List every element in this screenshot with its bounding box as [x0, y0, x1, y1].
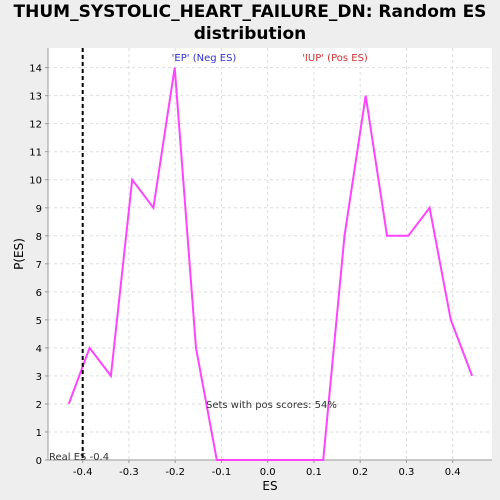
y-tick-label: 7 [36, 260, 42, 271]
y-axis-label: P(ES) [12, 238, 26, 270]
chart-title: THUM_SYSTOLIC_HEART_FAILURE_DN: Random E… [0, 0, 500, 45]
y-tick-label: 12 [29, 120, 42, 131]
plot-area [48, 48, 492, 460]
y-tick-label: 4 [36, 344, 42, 355]
y-tick-label: 9 [36, 204, 42, 215]
x-axis-label: ES [262, 479, 277, 493]
annotation-neg-es: 'EP' (Neg ES) [172, 53, 237, 64]
x-tick-label: 0.3 [398, 467, 414, 478]
series-layer [67, 67, 474, 461]
y-tick-label: 2 [36, 400, 42, 411]
x-tick-label: 0.1 [306, 467, 322, 478]
y-tick-label: 0 [36, 456, 42, 467]
x-tick-label: -0.1 [212, 467, 232, 478]
x-tick-label: -0.4 [73, 467, 93, 478]
x-tick-label: 0.0 [260, 467, 276, 478]
y-tick-label: 14 [29, 64, 42, 75]
x-tick-label: 0.4 [445, 467, 461, 478]
x-tick-label: -0.3 [119, 467, 139, 478]
y-tick-label: 11 [29, 148, 42, 159]
y-tick-label: 5 [36, 316, 42, 327]
chart-title-line-1: THUM_SYSTOLIC_HEART_FAILURE_DN: Random E… [13, 2, 487, 22]
y-tick-label: 13 [29, 92, 42, 103]
y-tick-label: 8 [36, 232, 42, 243]
real-es-label: Real ES -0.4 [49, 452, 109, 463]
annotation-pos-es: 'IUP' (Pos ES) [302, 53, 368, 64]
x-tick-label: 0.2 [352, 467, 368, 478]
x-tick-label: -0.2 [165, 467, 185, 478]
y-tick-label: 3 [36, 372, 42, 383]
y-tick-label: 6 [36, 288, 42, 299]
series-line [67, 67, 474, 461]
y-tick-label: 10 [29, 176, 42, 187]
y-tick-label: 1 [36, 428, 42, 439]
annotation-pos-scores: Sets with pos scores: 54% [206, 400, 337, 411]
chart-title-line-2: distribution [193, 24, 307, 44]
